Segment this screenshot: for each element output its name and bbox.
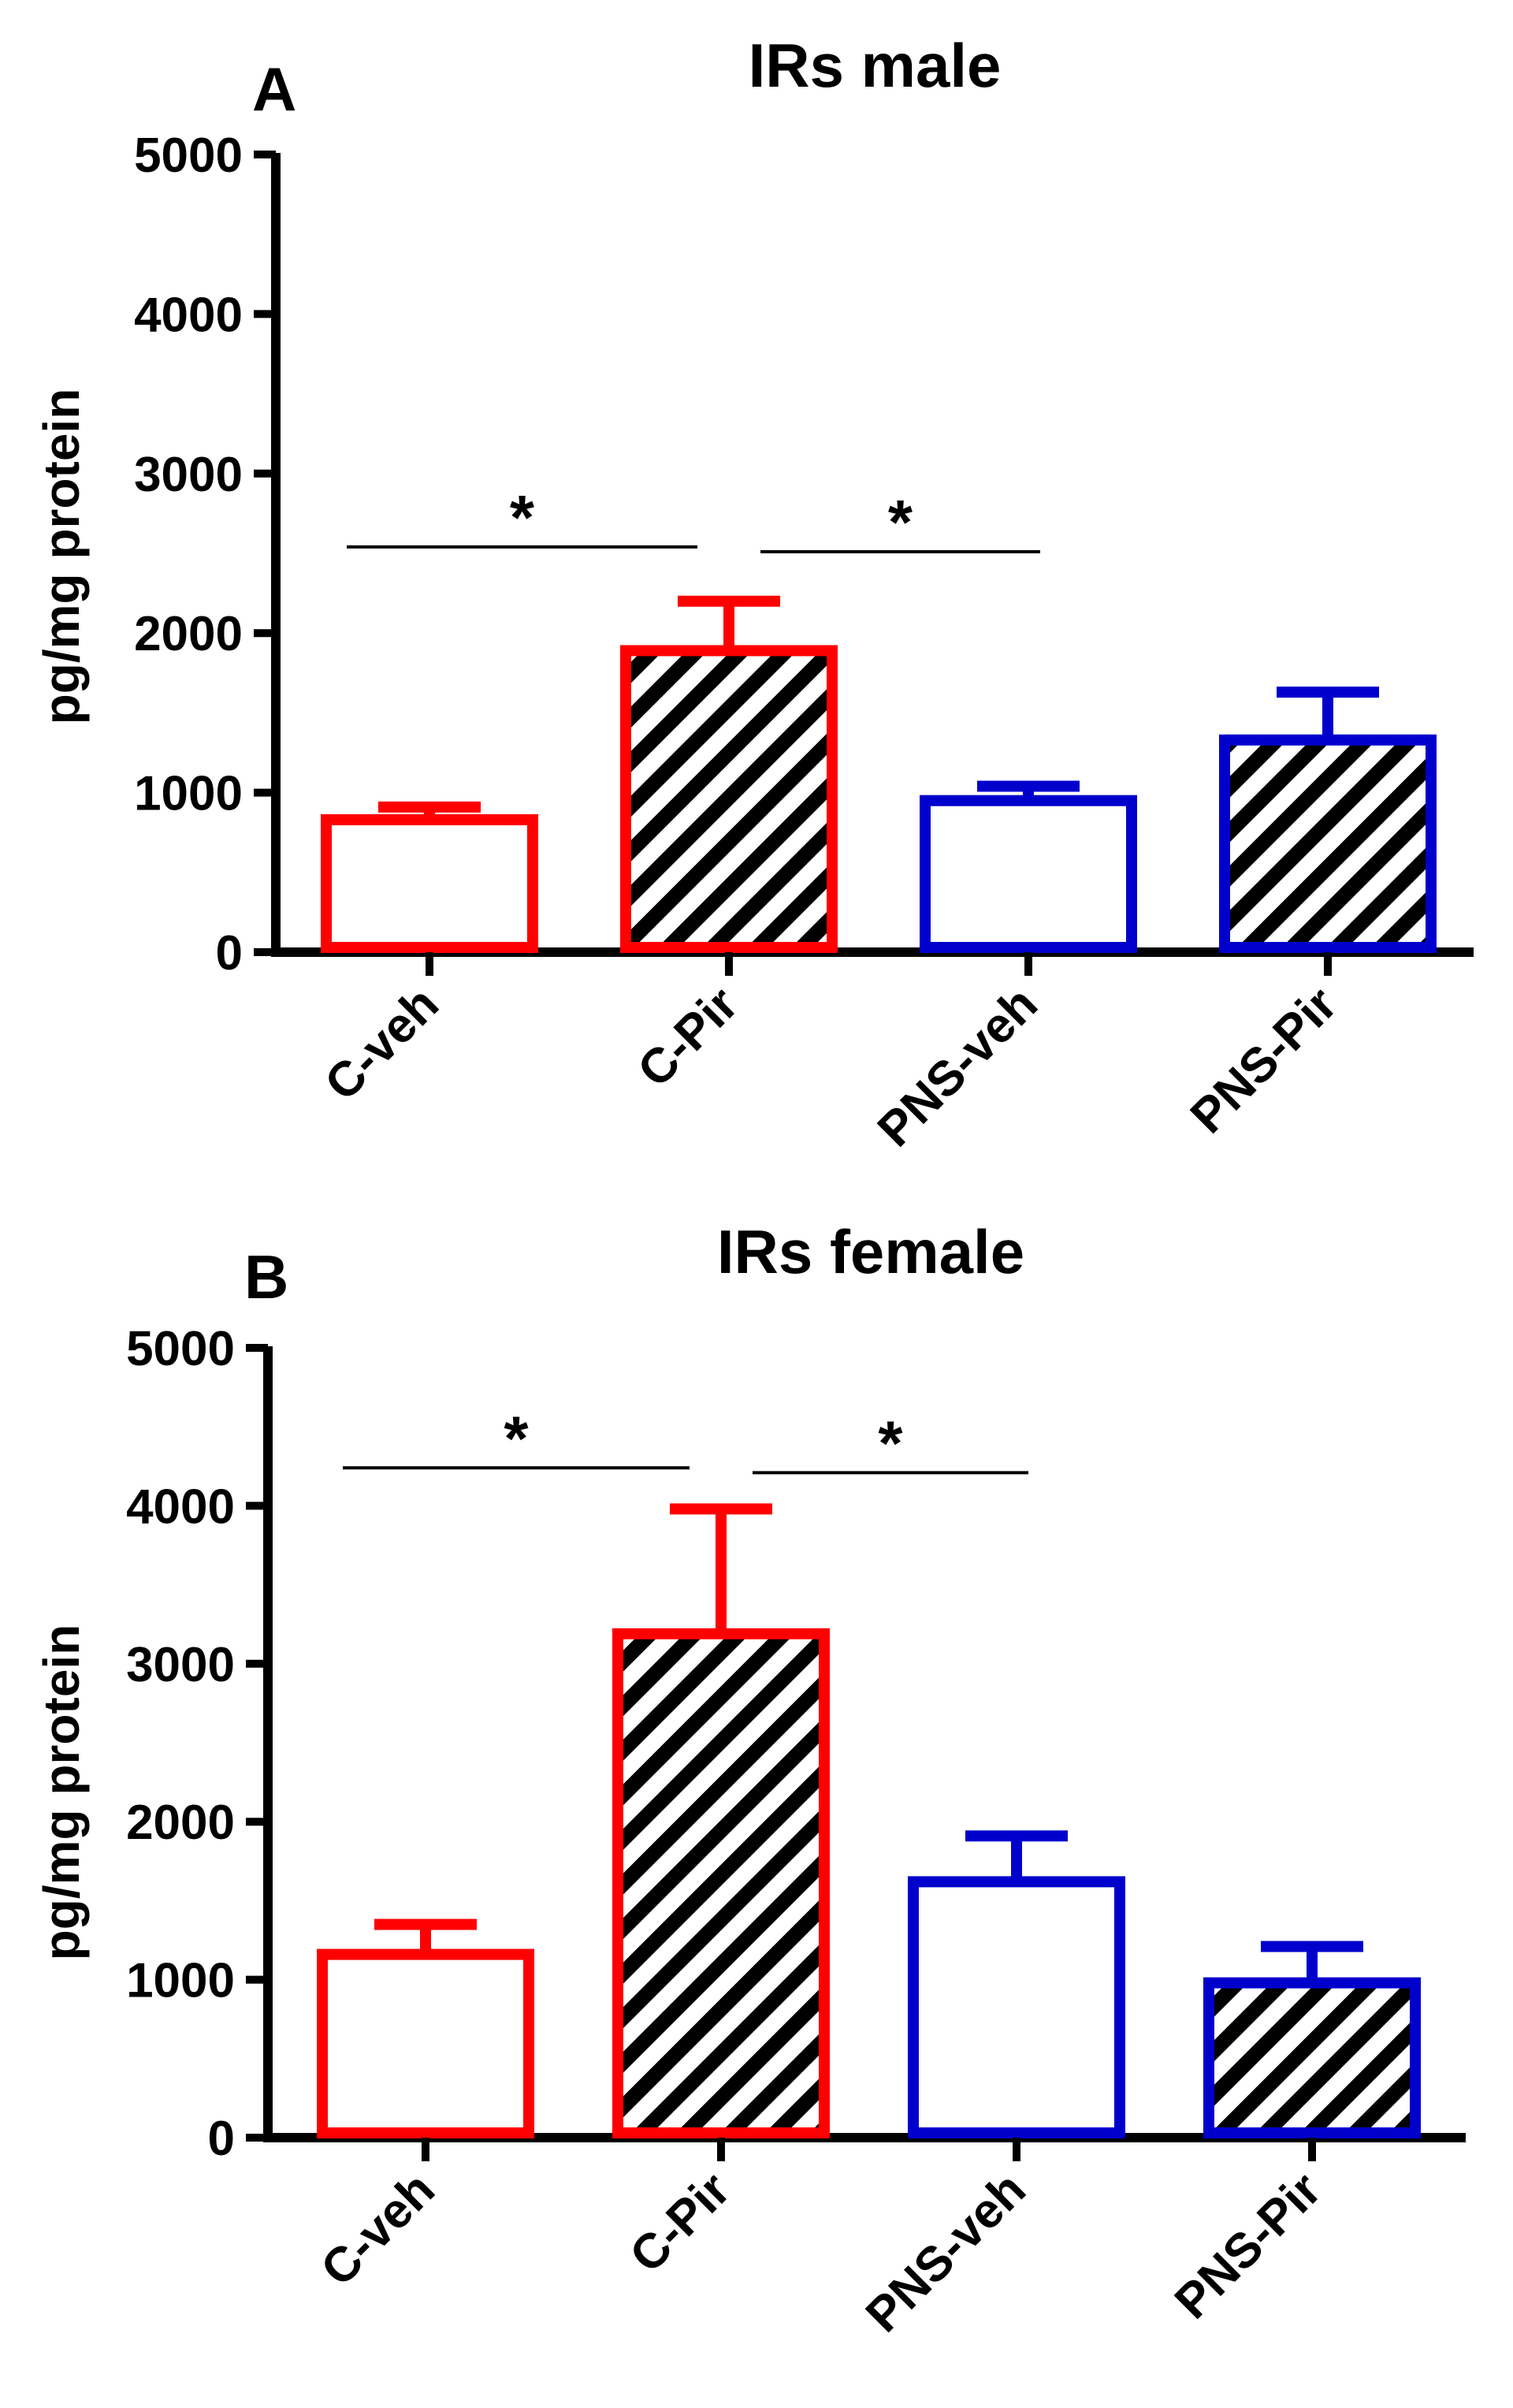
bar: [612, 1628, 830, 2138]
chart-title: IRs male: [749, 31, 1002, 100]
significance-marker: *: [504, 1403, 529, 1473]
plot-area: 0 1000 2000 3000 4000 5000 C-veh C-Pir PNS-veh PN…: [134, 128, 1474, 1157]
bar: [620, 645, 838, 953]
x-tick-label: PNS-veh: [856, 2162, 1036, 2343]
panel-label: B: [244, 1242, 288, 1312]
x-tick-label: C-Pir: [619, 2162, 741, 2283]
chart-panel-a: A IRs male pg/mg protein 0 1000 2000 3000 40…: [33, 31, 1474, 1157]
x-tick-label: PNS-veh: [868, 977, 1048, 1157]
bar: [321, 814, 538, 954]
plot-area: 0 1000 2000 3000 4000 5000 C-veh C-Pir PNS-veh PN…: [126, 1322, 1466, 2343]
x-tick-label: C-veh: [314, 977, 449, 1111]
y-tick-label: 3000: [126, 1638, 235, 1692]
chart-b-svg: B IRs female pg/mg protein 0 1000 2000 3000…: [33, 1217, 1466, 2343]
bar: [908, 1876, 1125, 2138]
y-tick-label: 4000: [126, 1479, 235, 1534]
y-tick-label: 0: [216, 926, 243, 981]
x-tick-label: C-Pir: [627, 977, 749, 1098]
significance-marker: *: [888, 487, 913, 557]
significance-marker: *: [878, 1408, 903, 1478]
panel-label: A: [252, 54, 296, 124]
bar: [1219, 734, 1437, 953]
y-axis-label: pg/mg protein: [33, 389, 90, 725]
y-tick-label: 1000: [134, 767, 243, 821]
chart-panel-b: B IRs female pg/mg protein 0 1000 2000 3000…: [0, 1204, 1513, 2407]
y-tick-label: 4000: [134, 288, 243, 342]
bar: [1203, 1977, 1421, 2138]
significance-marker: *: [510, 482, 535, 553]
x-tick-label: PNS-Pir: [1180, 977, 1348, 1144]
y-tick-label: 1000: [126, 1954, 235, 2008]
y-axis-label: pg/mg protein: [33, 1625, 90, 1961]
y-tick-label: 5000: [134, 128, 243, 183]
y-tick-label: 2000: [126, 1796, 235, 1850]
x-tick-label: C-veh: [310, 2162, 445, 2297]
y-tick-label: 5000: [126, 1322, 235, 1376]
y-tick-label: 0: [208, 2112, 235, 2166]
x-tick-label: PNS-Pir: [1165, 2162, 1332, 2329]
chart-a-svg: A IRs male pg/mg protein 0 1000 2000 3000 40…: [33, 31, 1474, 1157]
y-tick-label: 3000: [134, 448, 243, 502]
bar: [920, 795, 1137, 953]
y-tick-label: 2000: [134, 607, 243, 661]
chart-title: IRs female: [717, 1217, 1024, 1286]
bar: [317, 1948, 534, 2139]
